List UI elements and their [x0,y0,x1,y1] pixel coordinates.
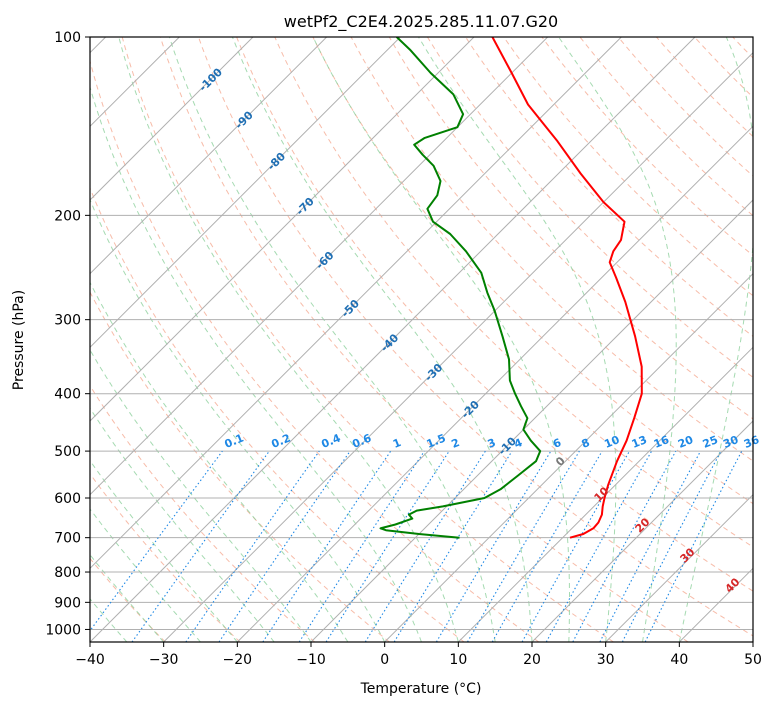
dry-adiabat [236,37,753,592]
y-tick-label: 500 [54,444,81,460]
x-tick-label: −30 [149,652,179,668]
y-tick-label: 700 [54,531,81,547]
mixing-ratio-label: 25 [701,433,720,451]
mixing-ratio-label: 20 [676,433,695,451]
mixing-ratio-line [131,450,270,642]
isotherm-line [457,346,753,642]
isotherm-line [384,272,753,642]
mixing-ratio-line [521,450,630,642]
dry-adiabat [90,186,465,642]
dry-adiabat [159,37,689,642]
mixing-ratio-label: 2 [449,436,461,451]
plot-frame [89,36,754,643]
moist-adiabat [90,407,275,642]
x-tick-label: 10 [449,652,467,668]
x-tick-label: 40 [670,652,688,668]
moist-adiabat [558,37,677,642]
dry-adiabat [90,472,241,642]
y-tick-label: 800 [54,565,81,581]
moist-adiabat [312,37,570,642]
mixing-ratio-line [435,450,552,642]
mixing-ratio-label: 8 [580,436,592,451]
y-tick-label: 400 [54,387,81,403]
temperature-line [491,37,643,539]
isotherm-line [90,37,254,201]
dry-adiabat [350,37,753,462]
mixing-ratio-line [545,450,653,642]
isotherm-line [236,125,753,642]
plot-background [90,37,753,642]
isotherm-line [752,641,753,642]
x-tick-label: 50 [744,652,762,668]
moist-adiabat [90,198,386,642]
y-tick-label: 100 [54,30,81,46]
mixing-ratio-label: 10 [602,433,621,451]
mixing-ratio-label: 16 [652,433,671,451]
mixing-ratio-line [364,450,486,642]
mixing-ratio-line [467,450,580,642]
y-tick-label: 600 [54,491,81,507]
mixing-ratio-line [393,450,513,642]
background-lines [90,37,775,642]
moist-adiabat [418,37,617,642]
moist-adiabat [118,37,459,642]
isotherm-line [605,493,753,642]
dry-adiabat [198,37,753,637]
mixing-ratio-line [572,450,677,642]
x-tick-label: 20 [523,652,541,668]
dry-adiabat [121,37,614,642]
x-tick-label: −10 [296,652,326,668]
isotherm-line [90,37,696,642]
dewpoint-line [379,37,542,539]
axes: −40 −30 −20 −10 0 10 20 30 40 50 100 200 300 400 500 60… [45,30,762,668]
series-layer [379,37,643,539]
dry-adiabat [90,291,390,642]
isotherm-line [163,51,753,642]
dry-adiabat [90,59,540,642]
y-axis-title: Pressure (hPa) [11,290,27,390]
dry-adiabat [771,37,775,642]
isotherm-line [90,37,549,496]
isotherm-line [531,420,753,642]
mixing-ratio-label: 3 [486,436,498,451]
x-axis-title: Temperature (°C) [360,681,482,697]
mixing-ratio-label: 13 [630,433,649,451]
mixing-ratio-line [491,450,603,642]
moist-adiabat [90,554,165,642]
isotherm-line [90,37,622,570]
y-tick-label: 1000 [45,622,81,638]
mixing-ratio-label: 36 [742,433,761,451]
moist-adiabat [90,508,201,642]
mixing-ratio-line [90,450,223,632]
dry-adiabat [90,384,316,642]
isotherm-line [90,37,401,349]
y-tick-label: 900 [54,595,81,611]
y-tick-label: 200 [54,208,81,224]
x-tick-label: 30 [597,652,615,668]
mixing-ratio-label: 1 [391,436,403,451]
chart-title: wetPf2_C2E4.2025.285.11.07.G20 [284,12,558,32]
isotherm-line [310,199,753,642]
mixing-ratio-line [185,450,320,642]
moist-adiabat [90,85,422,642]
moist-adiabat [90,598,128,642]
moist-adiabat [90,349,312,642]
x-tick-label: −40 [75,652,105,668]
y-tick-label: 300 [54,313,81,329]
mixing-ratio-label: 30 [721,433,740,451]
moist-adiabat [90,459,238,642]
isotherm-line [90,37,475,422]
x-tick-label: 0 [380,652,389,668]
x-tick-label: −20 [223,652,253,668]
moist-adiabat [168,37,496,642]
isotherm-line [90,37,328,275]
mixing-ratio-line [325,450,450,642]
mixing-ratio-line [218,450,351,642]
